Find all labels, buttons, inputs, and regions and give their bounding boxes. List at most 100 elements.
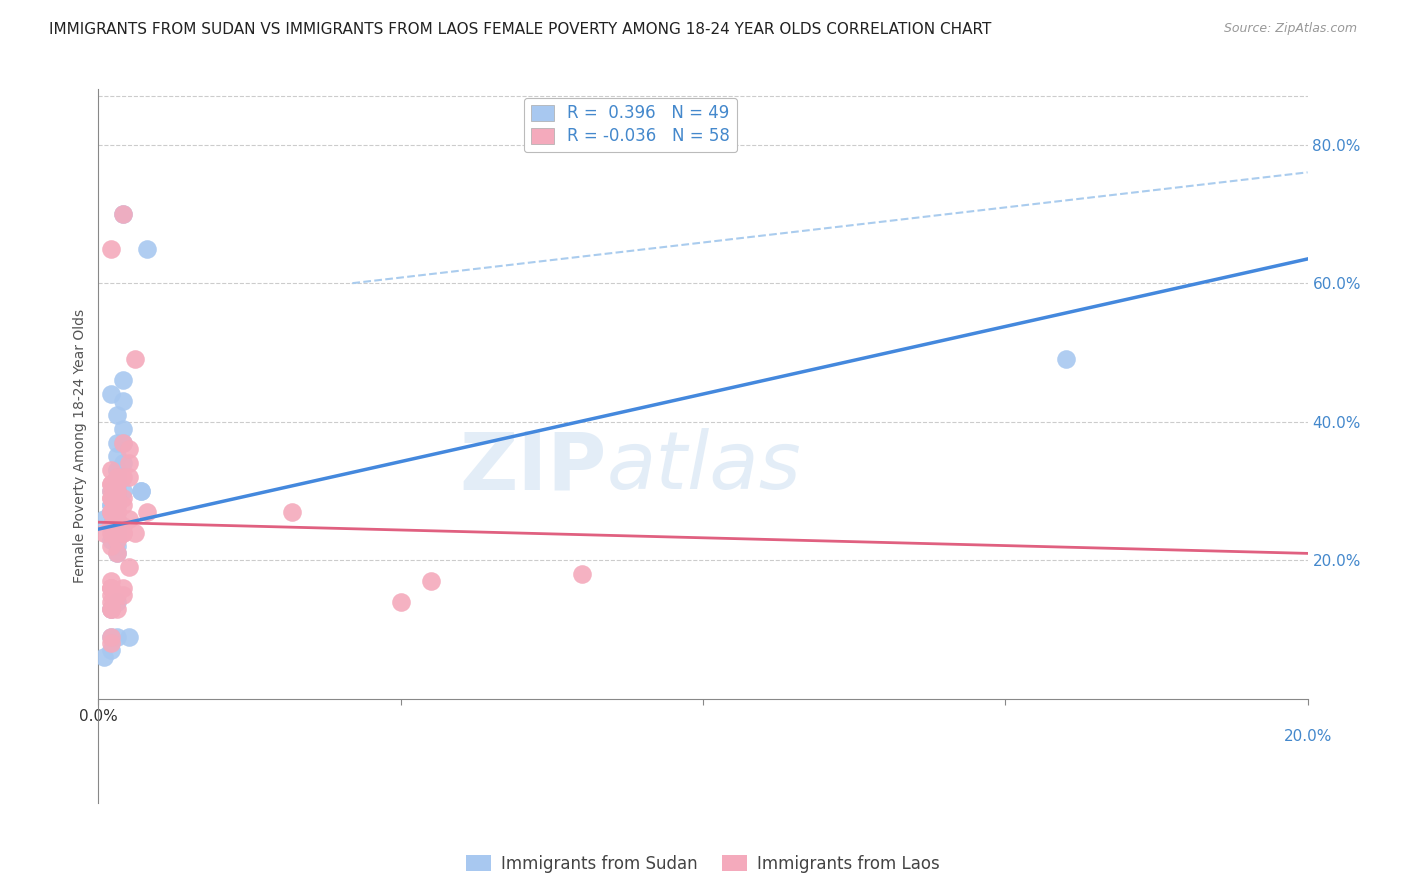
Point [100, 636, 122, 650]
Point [105, 525, 128, 540]
Point [100, 574, 122, 588]
Point [118, 442, 141, 457]
Text: 20.0%: 20.0% [1284, 730, 1331, 745]
Point [100, 525, 122, 540]
Point [100, 630, 122, 644]
Point [111, 435, 134, 450]
Point [105, 518, 128, 533]
Point [571, 567, 593, 582]
Text: IMMIGRANTS FROM SUDAN VS IMMIGRANTS FROM LAOS FEMALE POVERTY AMONG 18-24 YEAR OL: IMMIGRANTS FROM SUDAN VS IMMIGRANTS FROM… [49, 22, 991, 37]
Point [100, 581, 122, 595]
Point [281, 505, 304, 519]
Point [118, 470, 141, 484]
Point [105, 463, 128, 477]
Point [135, 505, 157, 519]
Legend: R =  0.396   N = 49, R = -0.036   N = 58: R = 0.396 N = 49, R = -0.036 N = 58 [524, 97, 737, 152]
Point [111, 483, 134, 498]
Point [93, 525, 115, 540]
Point [105, 450, 128, 464]
Point [100, 602, 122, 616]
Point [100, 505, 122, 519]
Point [100, 595, 122, 609]
Point [105, 602, 128, 616]
Text: Source: ZipAtlas.com: Source: ZipAtlas.com [1223, 22, 1357, 36]
Point [105, 491, 128, 505]
Point [111, 588, 134, 602]
Point [135, 242, 157, 256]
Point [111, 456, 134, 470]
Point [111, 470, 134, 484]
Point [100, 477, 122, 491]
Point [105, 435, 128, 450]
Point [105, 491, 128, 505]
Point [100, 505, 122, 519]
Point [105, 546, 128, 560]
Point [111, 435, 134, 450]
Y-axis label: Female Poverty Among 18-24 Year Olds: Female Poverty Among 18-24 Year Olds [73, 309, 87, 583]
Point [111, 518, 134, 533]
Point [100, 483, 122, 498]
Point [100, 491, 122, 505]
Point [105, 491, 128, 505]
Point [105, 477, 128, 491]
Point [111, 491, 134, 505]
Point [105, 505, 128, 519]
Point [129, 483, 152, 498]
Point [389, 595, 412, 609]
Point [105, 498, 128, 512]
Point [111, 525, 134, 540]
Point [105, 498, 128, 512]
Point [124, 352, 146, 367]
Point [111, 207, 134, 221]
Point [105, 533, 128, 547]
Point [105, 483, 128, 498]
Point [100, 505, 122, 519]
Text: atlas: atlas [606, 428, 801, 507]
Point [118, 630, 141, 644]
Point [105, 483, 128, 498]
Point [118, 456, 141, 470]
Point [100, 505, 122, 519]
Point [111, 525, 134, 540]
Point [93, 512, 115, 526]
Point [100, 581, 122, 595]
Point [111, 498, 134, 512]
Point [100, 588, 122, 602]
Point [111, 373, 134, 387]
Point [105, 470, 128, 484]
Point [105, 505, 128, 519]
Point [100, 505, 122, 519]
Point [100, 533, 122, 547]
Text: ZIP: ZIP [458, 428, 606, 507]
Point [105, 463, 128, 477]
Point [100, 242, 122, 256]
Point [111, 207, 134, 221]
Point [105, 477, 128, 491]
Point [105, 588, 128, 602]
Point [100, 477, 122, 491]
Point [1054, 352, 1077, 367]
Point [111, 581, 134, 595]
Point [100, 498, 122, 512]
Point [105, 408, 128, 422]
Point [100, 602, 122, 616]
Point [105, 595, 128, 609]
Point [105, 470, 128, 484]
Point [118, 560, 141, 574]
Point [100, 602, 122, 616]
Point [100, 518, 122, 533]
Point [111, 422, 134, 436]
Point [129, 483, 152, 498]
Point [100, 491, 122, 505]
Point [105, 533, 128, 547]
Point [105, 477, 128, 491]
Point [105, 483, 128, 498]
Point [118, 512, 141, 526]
Point [105, 498, 128, 512]
Point [100, 498, 122, 512]
Point [100, 463, 122, 477]
Point [100, 518, 122, 533]
Point [100, 581, 122, 595]
Point [105, 512, 128, 526]
Point [105, 630, 128, 644]
